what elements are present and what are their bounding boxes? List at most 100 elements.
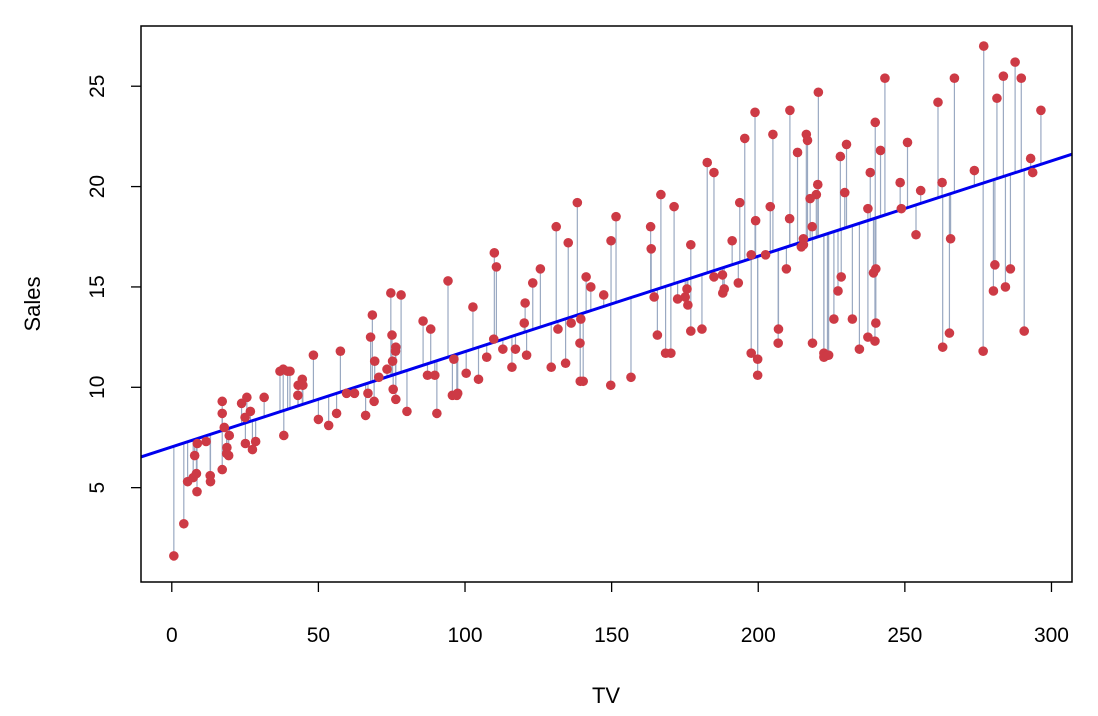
data-point: [739, 133, 750, 144]
data-point: [169, 551, 179, 561]
data-point: [746, 348, 757, 358]
data-point: [709, 272, 719, 282]
data-point: [1036, 105, 1046, 116]
data-point: [331, 408, 342, 419]
data-point: [217, 408, 228, 419]
data-point: [553, 324, 563, 334]
data-point: [605, 380, 616, 391]
data-point: [988, 286, 999, 296]
data-point: [430, 370, 440, 381]
data-point: [880, 73, 890, 83]
data-point: [575, 338, 585, 348]
data-point: [752, 370, 763, 381]
data-point: [813, 87, 824, 98]
data-point: [189, 450, 200, 461]
data-point: [697, 324, 707, 334]
data-point: [841, 139, 852, 150]
data-point: [443, 276, 453, 286]
data-point: [360, 410, 371, 421]
data-point: [672, 294, 683, 304]
data-point: [945, 233, 956, 244]
data-point: [576, 314, 586, 324]
data-point: [551, 221, 562, 232]
data-point: [871, 318, 881, 328]
x-tick-label: 250: [887, 624, 922, 647]
data-point: [217, 396, 228, 407]
data-point: [598, 290, 609, 300]
data-point: [847, 314, 858, 324]
x-axis-label: TV: [592, 683, 620, 708]
data-point: [250, 436, 261, 447]
regression-line: [140, 152, 1073, 459]
data-point: [481, 352, 492, 362]
data-point: [839, 187, 850, 198]
data-point: [382, 364, 392, 375]
data-point: [773, 338, 783, 348]
x-tick-label: 0: [166, 624, 178, 647]
data-point: [369, 396, 379, 407]
data-point: [915, 185, 926, 196]
data-point: [374, 372, 384, 383]
data-point: [491, 262, 502, 272]
data-point: [680, 292, 691, 302]
data-point: [656, 189, 666, 200]
data-point: [461, 368, 471, 379]
data-point: [896, 203, 907, 214]
data-point: [566, 318, 576, 328]
data-point: [683, 300, 693, 310]
data-point: [949, 73, 960, 83]
data-point: [682, 284, 692, 294]
data-point: [669, 201, 679, 212]
data-point: [279, 430, 289, 441]
data-point: [895, 177, 905, 188]
data-point: [1025, 153, 1036, 164]
data-point: [259, 392, 269, 403]
data-point: [792, 147, 803, 158]
data-point: [386, 288, 396, 298]
data-point: [1000, 282, 1011, 292]
data-point: [760, 250, 771, 260]
data-point: [498, 344, 508, 354]
data-point: [807, 338, 818, 348]
data-point: [611, 211, 621, 222]
data-point: [649, 292, 659, 302]
data-point: [863, 203, 873, 214]
data-point: [519, 318, 530, 328]
data-point: [191, 468, 202, 479]
data-point: [222, 442, 232, 453]
data-point: [719, 284, 730, 294]
data-point: [870, 336, 880, 346]
data-point: [205, 476, 216, 487]
data-point: [425, 324, 436, 334]
data-point: [709, 167, 719, 178]
data-point: [727, 235, 737, 246]
data-point: [823, 350, 834, 360]
data-point: [785, 105, 795, 116]
data-point: [388, 384, 398, 395]
data-point: [546, 362, 557, 373]
data-point: [811, 189, 822, 200]
x-tick-label: 150: [594, 624, 629, 647]
data-point: [863, 332, 873, 342]
data-point: [1016, 73, 1027, 83]
x-tick-label: 200: [741, 624, 776, 647]
data-point: [652, 330, 663, 340]
data-point: [219, 422, 230, 433]
data-points: [169, 41, 1046, 561]
data-point: [298, 380, 308, 391]
data-point: [812, 179, 823, 190]
data-point: [391, 342, 401, 352]
data-point: [871, 264, 881, 274]
data-point: [391, 394, 401, 405]
data-point: [768, 129, 778, 140]
data-point: [802, 135, 813, 146]
y-tick-label: 20: [86, 175, 109, 198]
data-point: [578, 376, 588, 387]
data-point: [432, 408, 442, 419]
data-point: [367, 310, 378, 320]
data-point: [323, 420, 334, 431]
x-tick-label: 100: [447, 624, 482, 647]
data-point: [875, 145, 886, 156]
data-point: [686, 239, 696, 250]
